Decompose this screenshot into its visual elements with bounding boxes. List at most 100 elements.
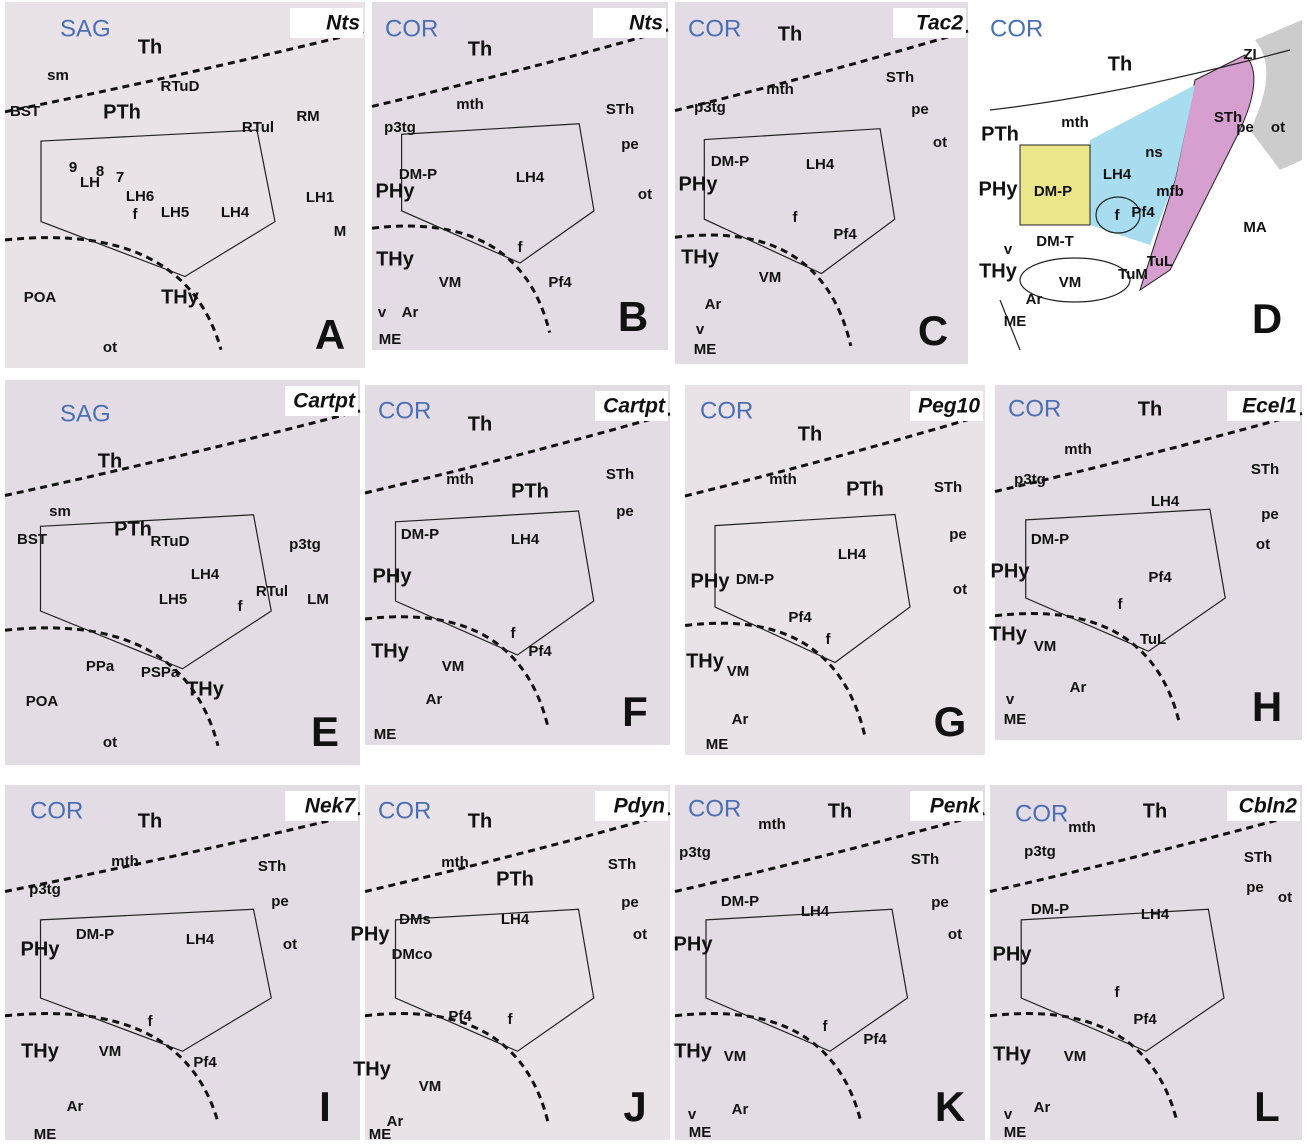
region-label: STh	[886, 69, 914, 86]
region-label: v	[1004, 241, 1013, 258]
panel-letter: L	[1254, 1083, 1280, 1130]
region-label: PHy	[373, 565, 413, 587]
region-label: THy	[161, 286, 200, 308]
region-label: LH4	[186, 931, 215, 948]
region-label: Th	[468, 413, 492, 435]
region-label: RTul	[256, 583, 288, 600]
region-label: PHy	[991, 560, 1031, 582]
gene-label: Cartpt	[603, 395, 666, 418]
region-label: ME	[706, 736, 729, 753]
region-label: DM-P	[76, 926, 114, 943]
region-label: LH5	[159, 591, 187, 608]
region-label: PTh	[981, 123, 1019, 145]
region-label: LH1	[306, 189, 334, 206]
region-label: PHy	[376, 180, 416, 202]
region-label: DM-P	[721, 893, 759, 910]
region-label: Ar	[732, 1101, 749, 1118]
region-label: VM	[727, 663, 750, 680]
region-label: LH4	[1151, 493, 1180, 510]
panel-letter: E	[311, 708, 339, 755]
region-label: Pf4	[1148, 569, 1172, 586]
region-label: mth	[1068, 819, 1096, 836]
region-label: LH4	[191, 566, 220, 583]
region-label: pe	[931, 894, 949, 911]
region-label: BST	[10, 103, 40, 120]
region-label: Th	[778, 23, 802, 45]
region-label: ot	[1256, 536, 1270, 553]
region-label: THy	[674, 1040, 713, 1062]
view-label: COR	[378, 397, 431, 424]
region-label: pe	[911, 101, 929, 118]
region-label: mfb	[1156, 183, 1184, 200]
gene-label: Nek7	[305, 795, 357, 818]
view-label: COR	[378, 797, 431, 824]
region-label: THy	[989, 623, 1028, 645]
region-label: BST	[17, 531, 47, 548]
region-label: ME	[689, 1124, 712, 1140]
region-label: TuM	[1118, 266, 1148, 283]
region-label: mth	[1064, 441, 1092, 458]
region-label: VM	[1034, 638, 1057, 655]
region-label: Pf4	[528, 643, 552, 660]
region-label: v	[696, 321, 705, 338]
region-label: ot	[638, 186, 652, 203]
region-label: pe	[1246, 879, 1264, 896]
region-label: STh	[606, 466, 634, 483]
region-label: LH	[80, 174, 100, 191]
region-label: 7	[116, 169, 124, 186]
region-label: ot	[103, 339, 117, 356]
region-label: ME	[1004, 711, 1027, 728]
region-label: VM	[442, 658, 465, 675]
region-label: LH6	[126, 188, 154, 205]
region-label: LH4	[501, 911, 530, 928]
region-label: DM-P	[1031, 531, 1069, 548]
view-label: COR	[385, 15, 438, 42]
region-label: pe	[1236, 119, 1254, 136]
region-label: Pf4	[863, 1031, 887, 1048]
section-image	[5, 2, 365, 368]
region-label: PHy	[691, 570, 731, 592]
region-label: STh	[1244, 849, 1272, 866]
region-label: pe	[616, 503, 634, 520]
view-label: SAG	[60, 15, 111, 42]
region-label: Th	[1143, 800, 1167, 822]
region-label: Th	[98, 450, 122, 472]
region-label: DM-P	[401, 526, 439, 543]
region-label: PTh	[846, 478, 884, 500]
region-label: Ar	[426, 691, 443, 708]
region-label: ot	[953, 581, 967, 598]
region-label: STh	[911, 851, 939, 868]
region-label: STh	[258, 858, 286, 875]
view-label: COR	[700, 397, 753, 424]
region-label: p3tg	[694, 99, 726, 116]
region-label: PSPa	[141, 664, 180, 681]
region-label: RTuD	[151, 533, 190, 550]
gene-label: Ecel1	[1242, 395, 1297, 418]
region-label: DM-T	[1036, 233, 1074, 250]
region-label: sm	[47, 67, 69, 84]
region-label: ME	[1004, 1124, 1027, 1140]
region-label: STh	[608, 856, 636, 873]
view-label: COR	[990, 15, 1043, 42]
region-label: THy	[371, 640, 410, 662]
region-label: LH4	[1103, 166, 1132, 183]
region-label: DM-P	[711, 153, 749, 170]
region-label: ot	[1278, 889, 1292, 906]
gene-label: Penk	[930, 795, 982, 818]
region-label: LH4	[1141, 906, 1170, 923]
region-label: v	[688, 1106, 697, 1123]
region-label: Th	[138, 36, 162, 58]
section-image	[5, 785, 360, 1140]
region-label: p3tg	[679, 844, 711, 861]
region-label: Ar	[1070, 679, 1087, 696]
region-label: ot	[103, 734, 117, 751]
view-label: COR	[1008, 395, 1061, 422]
region-label: v	[1006, 691, 1015, 708]
region-label: Pf4	[448, 1008, 472, 1025]
panel-letter: D	[1252, 295, 1282, 342]
region-label: ME	[369, 1126, 392, 1140]
region-label: DM-P	[736, 571, 774, 588]
region-label: LH4	[801, 903, 830, 920]
panel-letter: H	[1252, 683, 1282, 730]
region-label: VM	[439, 274, 462, 291]
